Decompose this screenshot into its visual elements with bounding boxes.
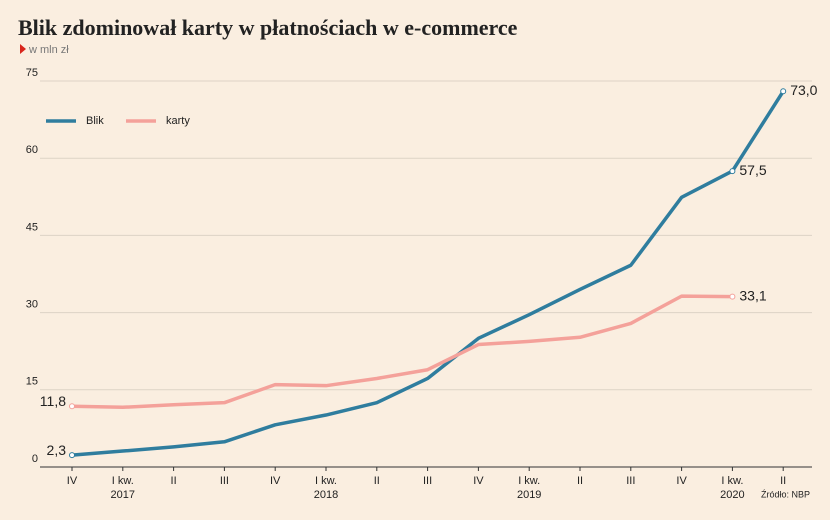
y-tick-label: 15 (26, 376, 38, 388)
y-tick-label: 60 (26, 144, 38, 156)
source: Źródło: NBP (761, 489, 810, 499)
year-label: 2018 (314, 489, 338, 501)
value-label: 11,8 (40, 393, 66, 409)
value-label: 57,5 (739, 162, 766, 178)
year-label: 2019 (517, 489, 541, 501)
series-line (71, 90, 785, 457)
x-tick-label: II (780, 475, 786, 487)
y-tick-label: 30 (26, 299, 38, 311)
x-tick-label: II (374, 475, 380, 487)
x-tick-label: IV (67, 475, 78, 487)
x-tick-label: I kw. (721, 475, 743, 487)
subtitle-marker (20, 44, 26, 54)
x-tick-label: III (220, 475, 229, 487)
year-label: 2017 (111, 489, 135, 501)
x-tick-label: III (423, 475, 432, 487)
x-tick-label: IV (473, 475, 484, 487)
x-tick-label: II (171, 475, 177, 487)
subtitle: w mln zł (28, 44, 69, 56)
chart-title: Blik zdominował karty w płatnościach w e… (18, 15, 518, 40)
value-label: 33,1 (739, 287, 766, 303)
legend-label: karty (166, 115, 190, 127)
value-label: 2,3 (47, 442, 67, 458)
x-tick-label: II (577, 475, 583, 487)
point (729, 168, 736, 175)
point (729, 293, 736, 300)
value-label: 73,0 (790, 82, 817, 98)
point (69, 452, 75, 459)
point (780, 88, 787, 95)
x-tick-label: III (626, 475, 635, 487)
x-tick-label: IV (270, 475, 281, 487)
y-tick-label: 75 (26, 67, 38, 79)
y-tick-label: 45 (26, 221, 38, 233)
x-tick-label: I kw. (315, 475, 337, 487)
x-tick-label: IV (676, 475, 687, 487)
point (69, 403, 75, 410)
legend-label: Blik (86, 115, 104, 127)
x-tick-label: I kw. (518, 475, 540, 487)
year-label: 2020 (720, 489, 744, 501)
y-tick-label: 0 (32, 453, 38, 465)
series-line (71, 294, 733, 410)
x-tick-label: I kw. (112, 475, 134, 487)
